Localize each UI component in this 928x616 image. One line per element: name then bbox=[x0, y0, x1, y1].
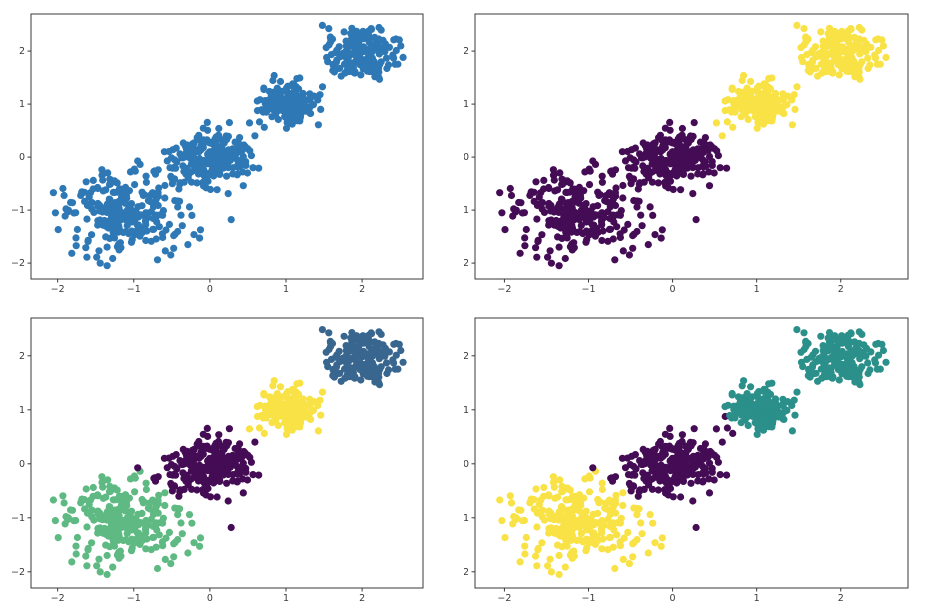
y-tick-label: −1 bbox=[11, 513, 25, 524]
y-tick-label: 0 bbox=[464, 152, 469, 163]
y-tick-label: 2 bbox=[19, 351, 25, 362]
x-axis-ticks: −2 −1 0 1 2 bbox=[497, 588, 844, 604]
y-tick-label: −2 bbox=[464, 258, 469, 269]
x-tick-label: 0 bbox=[207, 284, 213, 295]
x-tick-label: −2 bbox=[51, 593, 65, 604]
y-tick-label: −2 bbox=[11, 258, 25, 269]
y-tick-label: 1 bbox=[464, 99, 469, 110]
y-tick-label: −1 bbox=[11, 205, 25, 216]
scatter-plot-kmeans-k2: −2 −1 0 1 2 −2 −1 0 1 2 bbox=[464, 13, 909, 295]
subplot-kmeans-k3: −2 −1 0 1 2 −2 −1 0 1 2 bbox=[464, 308, 928, 616]
data-points bbox=[496, 21, 890, 270]
data-points bbox=[49, 326, 407, 579]
y-tick-label: −1 bbox=[464, 205, 469, 216]
data-points bbox=[49, 21, 407, 270]
y-tick-label: −2 bbox=[464, 567, 469, 578]
axes-frame bbox=[474, 317, 909, 589]
subplot-raw-data: −2 −1 0 1 2 −2 −1 0 1 2 bbox=[0, 0, 464, 308]
x-axis-ticks: −2 −1 0 1 2 bbox=[497, 279, 844, 295]
x-tick-label: 1 bbox=[754, 284, 760, 295]
data-points bbox=[496, 326, 890, 579]
x-tick-label: 1 bbox=[283, 593, 289, 604]
y-tick-label: −2 bbox=[11, 567, 25, 578]
y-tick-label: 2 bbox=[464, 46, 469, 57]
x-tick-label: 2 bbox=[838, 593, 844, 604]
y-tick-label: 2 bbox=[464, 351, 469, 362]
x-tick-label: 2 bbox=[359, 284, 365, 295]
y-axis-ticks: −2 −1 0 1 2 bbox=[11, 46, 31, 269]
y-tick-label: 1 bbox=[464, 405, 469, 416]
x-tick-label: 0 bbox=[670, 284, 676, 295]
x-tick-label: 0 bbox=[207, 593, 213, 604]
x-tick-label: −2 bbox=[497, 593, 511, 604]
x-tick-label: 0 bbox=[670, 593, 676, 604]
y-tick-label: 1 bbox=[19, 99, 25, 110]
x-tick-label: −2 bbox=[497, 284, 511, 295]
y-tick-label: 0 bbox=[19, 152, 25, 163]
y-tick-label: 0 bbox=[19, 459, 25, 470]
x-tick-label: 1 bbox=[754, 593, 760, 604]
axes-frame bbox=[474, 13, 909, 280]
x-tick-label: −1 bbox=[127, 284, 141, 295]
y-tick-label: 1 bbox=[19, 405, 25, 416]
x-tick-label: 2 bbox=[359, 593, 365, 604]
scatter-plot-kmeans-k3: −2 −1 0 1 2 −2 −1 0 1 2 bbox=[464, 317, 909, 604]
y-axis-ticks: −2 −1 0 1 2 bbox=[11, 351, 31, 578]
axes-frame bbox=[30, 13, 424, 280]
y-axis-ticks: −2 −1 0 1 2 bbox=[464, 46, 475, 269]
axes-frame bbox=[30, 317, 424, 589]
x-tick-label: −2 bbox=[51, 284, 65, 295]
subplot-kmeans-k4: −2 −1 0 1 2 −2 −1 0 1 2 bbox=[0, 308, 464, 616]
subplot-kmeans-k2: −2 −1 0 1 2 −2 −1 0 1 2 bbox=[464, 0, 928, 308]
scatter-plot-raw-data: −2 −1 0 1 2 −2 −1 0 1 2 bbox=[11, 13, 424, 295]
x-axis-ticks: −2 −1 0 1 2 bbox=[51, 588, 365, 604]
x-tick-label: −1 bbox=[581, 593, 595, 604]
scatter-plot-kmeans-k4: −2 −1 0 1 2 −2 −1 0 1 2 bbox=[11, 317, 424, 604]
x-tick-label: 2 bbox=[838, 284, 844, 295]
y-tick-label: 2 bbox=[19, 46, 25, 57]
y-axis-ticks: −2 −1 0 1 2 bbox=[464, 351, 475, 578]
x-tick-label: −1 bbox=[127, 593, 141, 604]
x-tick-label: −1 bbox=[581, 284, 595, 295]
y-tick-label: 0 bbox=[464, 459, 469, 470]
x-tick-label: 1 bbox=[283, 284, 289, 295]
x-axis-ticks: −2 −1 0 1 2 bbox=[51, 279, 365, 295]
y-tick-label: −1 bbox=[464, 513, 469, 524]
